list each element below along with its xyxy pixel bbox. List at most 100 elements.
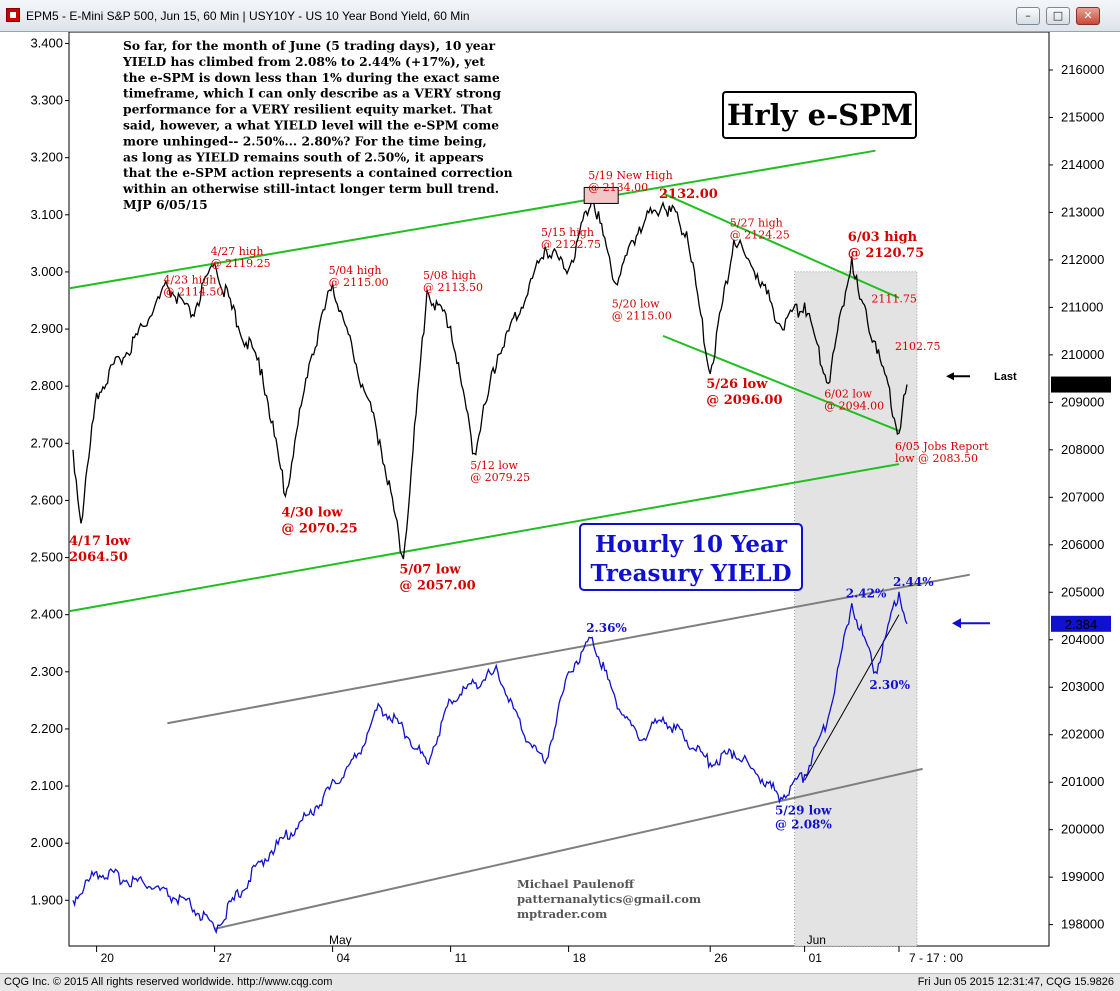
trend-line bbox=[214, 767, 923, 930]
close-button[interactable]: ✕ bbox=[1076, 7, 1100, 25]
commentary-text: timeframe, which I can only describe as … bbox=[123, 86, 501, 101]
left-axis-tick-label: 3.300 bbox=[30, 93, 63, 108]
left-axis-tick-label: 2.500 bbox=[30, 550, 63, 565]
minimize-button[interactable]: – bbox=[1016, 7, 1040, 25]
yield-title-line-2: Treasury YIELD bbox=[590, 560, 791, 587]
spm-annotation: 4/30 low bbox=[281, 505, 343, 520]
left-axis-tick-label: 3.200 bbox=[30, 150, 63, 165]
spm-annotation: 5/19 New High bbox=[588, 169, 672, 182]
yield-last-box bbox=[1051, 615, 1111, 632]
spm-annotation: 5/15 high bbox=[541, 226, 594, 239]
left-axis-tick-label: 2.900 bbox=[30, 321, 63, 336]
cqg-chart-icon[interactable] bbox=[6, 8, 20, 22]
left-axis-tick-label: 3.400 bbox=[30, 35, 63, 50]
right-axis-tick-label: 200000 bbox=[1061, 822, 1104, 837]
spm-annotation: @ 2120.75 bbox=[848, 246, 924, 261]
trend-line bbox=[662, 192, 900, 299]
spm-annotation: @ 2094.00 bbox=[824, 400, 884, 413]
commentary-text: said, however, a what YIELD level will t… bbox=[123, 118, 499, 133]
right-axis-tick-label: 198000 bbox=[1061, 917, 1104, 932]
spm-annotation: 5/27 high bbox=[730, 217, 783, 230]
right-axis-tick-label: 213000 bbox=[1061, 204, 1104, 219]
spm-annotation: @ 2079.25 bbox=[470, 471, 530, 484]
spm-annotation: @ 2115.00 bbox=[329, 276, 389, 289]
left-axis-tick-label: 3.000 bbox=[30, 264, 63, 279]
spm-annotation: 2111.75 bbox=[871, 293, 917, 306]
left-axis-tick-label: 2.800 bbox=[30, 378, 63, 393]
time-axis-label: 18 bbox=[573, 951, 587, 965]
spm-title: Hrly e-SPM bbox=[727, 98, 913, 132]
spm-annotation: 6/02 low bbox=[824, 388, 872, 401]
spm-annotation: 6/03 high bbox=[848, 230, 918, 245]
timestamp-text: Fri Jun 05 2015 12:31:47, CQG 15.9826 bbox=[917, 976, 1114, 988]
right-axis-tick-label: 204000 bbox=[1061, 632, 1104, 647]
spm-annotation: @ 2122.75 bbox=[541, 238, 601, 251]
yield-annotation: 2.30% bbox=[869, 678, 910, 692]
commentary-text: the e-SPM is down less than 1% during th… bbox=[123, 70, 500, 85]
left-axis-tick-label: 3.100 bbox=[30, 207, 63, 222]
commentary-text: that the e-SPM action represents a conta… bbox=[123, 165, 513, 180]
author-credit: Michael Paulenoff bbox=[517, 877, 635, 891]
spm-annotation: 4/27 high bbox=[211, 245, 264, 258]
right-axis-tick-label: 205000 bbox=[1061, 584, 1104, 599]
right-axis-tick-label: 214000 bbox=[1061, 157, 1104, 172]
yield-annotation: 2.44% bbox=[893, 575, 934, 589]
author-credit: patternanalytics@gmail.com bbox=[517, 892, 701, 906]
spm-annotation: 5/12 low bbox=[470, 459, 518, 472]
left-axis-tick-label: 2.400 bbox=[30, 607, 63, 622]
spm-annotation: 4/23 high bbox=[163, 274, 216, 287]
spm-price-line bbox=[72, 193, 908, 560]
right-axis-tick-label: 203000 bbox=[1061, 679, 1104, 694]
right-axis-tick-label: 215000 bbox=[1061, 109, 1104, 124]
trend-line bbox=[68, 463, 900, 613]
chart-canvas[interactable]: 3.400 3.300 3.200 3.100 3.000 2.900 2.800 2.700… bbox=[0, 32, 1120, 973]
left-axis-tick-label: 2.100 bbox=[30, 778, 63, 793]
left-axis-tick-label: 2.200 bbox=[30, 721, 63, 736]
commentary-text: as long as YIELD remains south of 2.50%,… bbox=[123, 149, 484, 164]
left-axis-tick-label: 2.300 bbox=[30, 664, 63, 679]
copyright-text: CQG Inc. © 2015 All rights reserved worl… bbox=[4, 976, 333, 988]
trend-line bbox=[662, 334, 900, 432]
spm-annotation: 5/08 high bbox=[423, 269, 476, 282]
spm-annotation: low @ 2083.50 bbox=[895, 452, 978, 465]
yield-annotation: @ 2.08% bbox=[775, 818, 832, 832]
commentary-text: So far, for the month of June (5 trading… bbox=[123, 38, 496, 53]
spm-annotation: @ 2113.50 bbox=[423, 281, 483, 294]
yield-last-value: 2.384 bbox=[1065, 617, 1098, 632]
right-axis-tick-label: 211000 bbox=[1061, 299, 1103, 314]
maximize-button[interactable]: □ bbox=[1046, 7, 1070, 25]
right-axis-tick-label: 206000 bbox=[1061, 537, 1104, 552]
spm-annotation: 6/05 Jobs Report bbox=[895, 440, 989, 453]
right-axis-tick-label: 212000 bbox=[1061, 252, 1104, 267]
left-axis-tick-label: 1.900 bbox=[30, 892, 63, 907]
right-axis-tick-label: 210000 bbox=[1061, 347, 1104, 362]
commentary-text: more unhinged-- 2.50%... 2.80%? For the … bbox=[123, 133, 487, 148]
commentary-text: performance for a VERY resilient equity … bbox=[123, 102, 493, 117]
author-credit: mptrader.com bbox=[517, 907, 607, 921]
spm-last-box bbox=[1051, 376, 1111, 393]
time-axis-label: 27 bbox=[219, 951, 233, 965]
spm-annotation: @ 2134.00 bbox=[588, 181, 648, 194]
commentary-text: YIELD has climbed from 2.08% to 2.44% (+… bbox=[122, 54, 485, 69]
spm-annotation: 5/04 high bbox=[329, 264, 382, 277]
time-axis-label: 04 bbox=[337, 951, 351, 965]
left-axis-tick-label: 2.700 bbox=[30, 435, 63, 450]
trend-line bbox=[68, 149, 876, 290]
right-axis-tick-label: 199000 bbox=[1061, 869, 1104, 884]
spm-annotation: @ 2070.25 bbox=[281, 521, 357, 536]
right-axis-tick-label: 209000 bbox=[1061, 394, 1104, 409]
yield-title-line-1: Hourly 10 Year bbox=[595, 531, 788, 558]
yield-line bbox=[72, 591, 908, 935]
new-high-marker bbox=[583, 186, 619, 204]
time-axis-label: 01 bbox=[809, 951, 823, 965]
spm-annotation: @ 2119.25 bbox=[211, 257, 271, 270]
spm-annotation: 2064.50 bbox=[69, 550, 128, 565]
spm-annotation: 4/17 low bbox=[69, 534, 131, 549]
time-axis-label: 11 bbox=[455, 951, 468, 965]
trend-line bbox=[167, 573, 970, 725]
last-label: Last bbox=[994, 371, 1017, 383]
spm-last-value: 209375 bbox=[1059, 378, 1102, 393]
last-arrowhead bbox=[946, 372, 954, 381]
right-axis-tick-label: 202000 bbox=[1061, 727, 1104, 742]
time-axis-label: 26 bbox=[714, 951, 728, 965]
